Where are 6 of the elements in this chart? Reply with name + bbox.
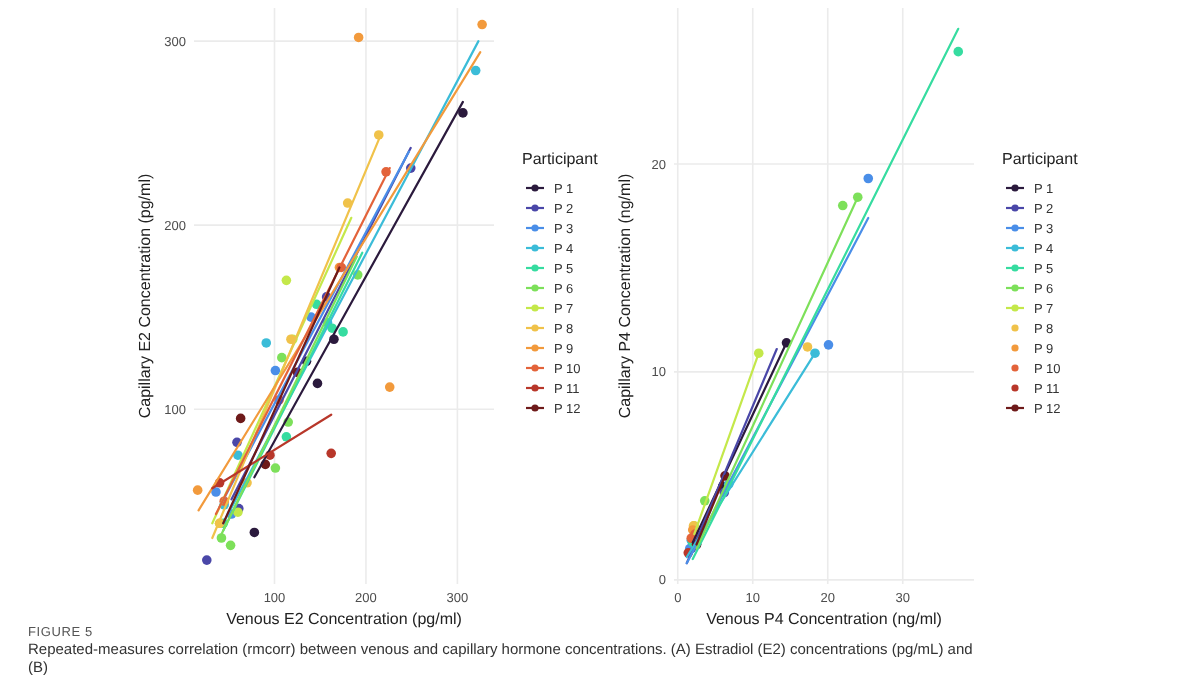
y-axis-title: Capillary E2 Concentration (pg/ml) [136,173,154,419]
x-axis-title: Venous P4 Concentration (ng/ml) [706,610,943,628]
x-axis-title: Venous E2 Concentration (pg/ml) [226,610,463,628]
y-axis-title: Capillary P4 Concentration (ng/ml) [616,173,634,419]
legend-title: Participant [522,150,600,168]
legend-title: Participant [1002,150,1080,168]
